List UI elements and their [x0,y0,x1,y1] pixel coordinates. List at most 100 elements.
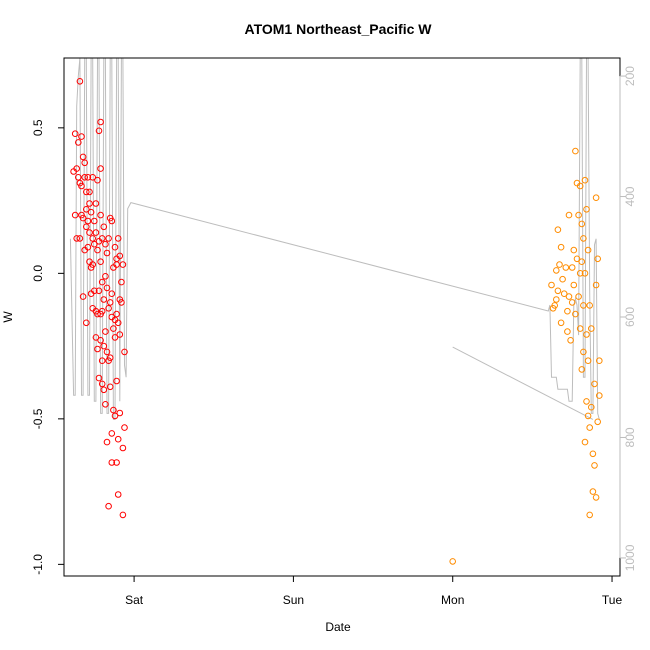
data-point [113,377,120,385]
data-point [110,406,117,414]
data-point [116,252,124,260]
data-point [113,310,120,318]
y-tick-label: 0.5 [31,119,45,136]
right-tick-label: 800 [623,427,637,447]
points-layer [70,78,603,565]
data-point [570,246,578,254]
x-axis-label: Date [325,620,351,634]
right-tick-label: 1000 [623,544,637,571]
data-point [106,383,114,391]
data-point [118,299,125,306]
data-point [103,249,111,257]
data-point [118,278,125,286]
data-point [94,310,101,318]
data-point [586,511,594,519]
data-point [79,153,87,161]
data-point [589,450,597,458]
data-point [578,366,586,373]
data-point [564,328,571,335]
data-point [591,462,598,469]
data-point [119,261,127,268]
data-point [111,334,119,341]
data-point [119,444,127,452]
data-point [576,270,584,277]
data-point [568,264,576,271]
data-point [106,299,114,306]
data-point [110,325,117,332]
data-point [116,409,124,417]
data-point [108,217,116,225]
data-point [592,194,600,201]
data-point [94,176,101,184]
data-point [100,296,108,303]
data-point [594,418,602,426]
data-point [580,348,587,356]
data-point [559,275,566,283]
data-point [575,211,582,219]
right-tick-label: 200 [623,66,637,86]
data-point [98,307,106,315]
data-point [583,331,590,338]
y-tick-label: -1.0 [31,554,45,575]
data-point [554,287,562,295]
data-point [92,200,100,207]
data-point [84,174,92,181]
data-point [116,331,124,338]
data-point [97,337,104,344]
data-point [95,374,103,382]
data-point [588,325,595,332]
data-point [79,214,87,222]
data-point [78,182,85,190]
data-point [83,223,90,231]
data-point [551,302,559,309]
data-point [102,240,109,248]
data-point [581,176,589,184]
data-point [84,243,92,251]
data-point [89,174,96,181]
data-point [584,357,592,365]
data-point [98,278,106,286]
data-point [108,459,116,466]
data-point [578,258,586,266]
data-point [570,281,578,289]
x-tick-label: Sat [125,593,144,607]
data-point [108,430,116,437]
data-point [572,147,579,155]
data-point [98,357,106,365]
data-point [97,211,104,219]
y-tick-label: 0.0 [31,265,45,282]
data-point [98,235,106,242]
data-point [592,281,600,289]
data-point [86,188,93,196]
data-point [91,240,98,248]
data-point [100,386,108,394]
data-point [92,334,100,341]
data-point [78,133,85,140]
data-point [71,211,79,219]
data-point [557,243,565,251]
data-point [95,287,103,295]
data-point [89,261,96,268]
data-point [119,511,127,519]
right-tick-label: 600 [623,307,637,327]
data-point [556,261,563,268]
data-point [84,217,92,225]
data-point [73,235,80,242]
data-point [594,255,602,263]
data-point [596,357,603,365]
data-point [76,235,84,242]
data-point [76,78,84,85]
data-point [94,246,101,254]
data-point [560,290,568,298]
data-point [89,235,96,242]
data-point [572,310,579,318]
data-point [553,267,560,274]
chart-title: ATOM1 Northeast_Pacific W [245,21,433,37]
data-point [554,226,562,233]
data-point [580,235,587,242]
data-point [589,488,597,495]
data-point [581,270,589,277]
data-point [586,424,594,431]
data-point [105,502,112,510]
data-point [584,412,592,420]
